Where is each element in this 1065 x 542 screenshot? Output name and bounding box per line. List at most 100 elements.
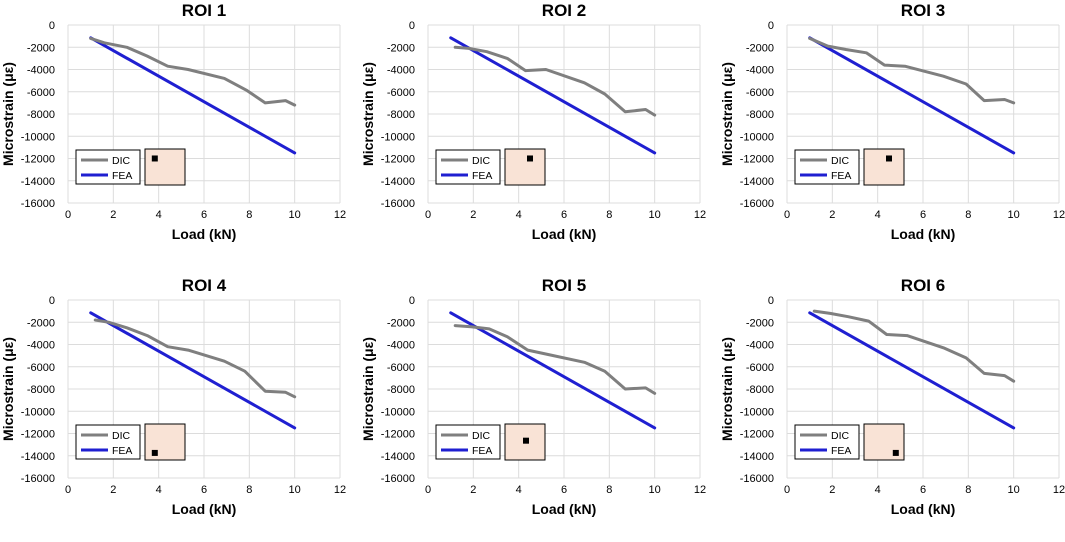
series-line-dic xyxy=(93,318,297,399)
y-tick-label: -4000 xyxy=(746,340,774,352)
y-tick-label: -6000 xyxy=(387,362,415,374)
y-tick-label: -6000 xyxy=(746,362,774,374)
legend-label-dic: DIC xyxy=(112,155,131,167)
chart-panel-roi-5: 0 2 4 6 8 10 12 0 -2000 -4000 -6000 -8000 -10000 -120… xyxy=(360,276,706,517)
series-line-fea xyxy=(89,36,297,155)
y-tick-label: -4000 xyxy=(27,340,55,352)
x-tick-label: 6 xyxy=(201,484,207,496)
y-tick-label: -6000 xyxy=(746,87,774,99)
x-tick-label: 2 xyxy=(829,209,835,221)
y-tick-label: -8000 xyxy=(27,109,55,121)
x-tick-label: 10 xyxy=(289,484,301,496)
x-tick-label: 2 xyxy=(110,209,116,221)
chart-panel-roi-4: 0 2 4 6 8 10 12 0 -2000 -4000 -6000 -8000 -10000 -120… xyxy=(0,276,346,517)
x-tick-label: 8 xyxy=(965,209,971,221)
x-tick-label: 8 xyxy=(606,484,612,496)
y-tick-label: -14000 xyxy=(740,451,774,463)
legend-label-fea: FEA xyxy=(831,445,851,457)
y-tick-label: -4000 xyxy=(387,65,415,77)
y-tick-label: -14000 xyxy=(21,176,55,188)
y-tick-label: -12000 xyxy=(381,154,415,166)
y-tick-label: -4000 xyxy=(746,65,774,77)
x-axis-label: Load (kN) xyxy=(891,226,956,242)
legend-box xyxy=(435,149,501,185)
x-tick-label: 6 xyxy=(561,484,567,496)
x-tick-label: 0 xyxy=(784,209,790,221)
y-tick-label: -12000 xyxy=(21,154,55,166)
chart-panel-roi-6: 0 2 4 6 8 10 12 0 -2000 -4000 -6000 -8000 -10000 -120… xyxy=(719,276,1065,517)
roi-location-swatch xyxy=(144,423,186,461)
series-line-dic xyxy=(453,45,657,117)
x-axis-label: Load (kN) xyxy=(172,501,237,517)
y-tick-label: -2000 xyxy=(27,317,55,329)
roi-location-marker xyxy=(151,449,158,456)
x-tick-label: 12 xyxy=(694,209,706,221)
y-axis-label: Microstrain (με) xyxy=(360,62,376,166)
y-tick-label: -8000 xyxy=(746,109,774,121)
legend-box xyxy=(75,149,141,185)
y-axis-label: Microstrain (με) xyxy=(719,62,735,166)
series-line-dic xyxy=(812,309,1016,383)
y-tick-label: -16000 xyxy=(740,198,774,210)
x-tick-label: 4 xyxy=(516,484,522,496)
y-tick-label: -14000 xyxy=(381,451,415,463)
x-axis-label: Load (kN) xyxy=(891,501,956,517)
y-tick-label: -16000 xyxy=(740,473,774,485)
x-axis-label: Load (kN) xyxy=(532,501,597,517)
x-tick-label: 8 xyxy=(965,484,971,496)
roi-location-marker xyxy=(523,437,529,444)
y-tick-label: 0 xyxy=(49,295,55,307)
series-line-dic xyxy=(453,324,657,395)
y-tick-label: 0 xyxy=(409,20,415,32)
series-line-dic xyxy=(89,36,297,107)
x-tick-label: 6 xyxy=(920,209,926,221)
x-tick-label: 6 xyxy=(920,484,926,496)
y-tick-label: -2000 xyxy=(387,42,415,54)
series-line-fea xyxy=(808,36,1016,155)
y-tick-label: -2000 xyxy=(27,42,55,54)
x-tick-label: 2 xyxy=(470,209,476,221)
x-tick-label: 0 xyxy=(784,484,790,496)
y-tick-label: -12000 xyxy=(21,429,55,441)
x-tick-label: 0 xyxy=(65,209,71,221)
y-tick-label: -10000 xyxy=(381,406,415,418)
y-tick-label: -4000 xyxy=(27,65,55,77)
legend-label-fea: FEA xyxy=(831,170,851,182)
y-tick-label: -8000 xyxy=(387,109,415,121)
y-tick-label: -2000 xyxy=(746,317,774,329)
x-tick-label: 12 xyxy=(694,484,706,496)
chart-title: ROI 1 xyxy=(182,1,226,20)
y-axis-label: Microstrain (με) xyxy=(719,337,735,441)
x-tick-label: 4 xyxy=(156,209,162,221)
y-tick-label: -14000 xyxy=(740,176,774,188)
roi-location-marker xyxy=(892,449,899,456)
y-tick-label: -10000 xyxy=(740,131,774,143)
y-axis-label: Microstrain (με) xyxy=(0,62,16,166)
x-tick-label: 12 xyxy=(1053,484,1065,496)
x-axis-label: Load (kN) xyxy=(532,226,597,242)
roi-location-marker xyxy=(151,155,158,162)
series-line-fea xyxy=(89,311,297,430)
y-tick-label: -16000 xyxy=(21,198,55,210)
y-tick-label: -14000 xyxy=(381,176,415,188)
x-tick-label: 10 xyxy=(649,209,661,221)
roi-location-swatch xyxy=(504,148,546,186)
x-tick-label: 4 xyxy=(875,209,881,221)
roi-location-marker xyxy=(886,155,892,162)
x-tick-label: 8 xyxy=(246,484,252,496)
y-tick-label: -16000 xyxy=(381,198,415,210)
x-tick-label: 12 xyxy=(334,209,346,221)
x-tick-label: 12 xyxy=(334,484,346,496)
legend-label-dic: DIC xyxy=(831,155,850,167)
x-tick-label: 10 xyxy=(1008,209,1020,221)
y-tick-label: -10000 xyxy=(740,406,774,418)
y-tick-label: 0 xyxy=(768,20,774,32)
legend-label-fea: FEA xyxy=(112,445,132,457)
series-line-fea xyxy=(449,36,657,155)
x-tick-label: 8 xyxy=(246,209,252,221)
y-tick-label: -16000 xyxy=(21,473,55,485)
legend-label-dic: DIC xyxy=(112,430,131,442)
series-line-fea xyxy=(808,311,1016,430)
x-tick-label: 4 xyxy=(156,484,162,496)
y-tick-label: -2000 xyxy=(746,42,774,54)
